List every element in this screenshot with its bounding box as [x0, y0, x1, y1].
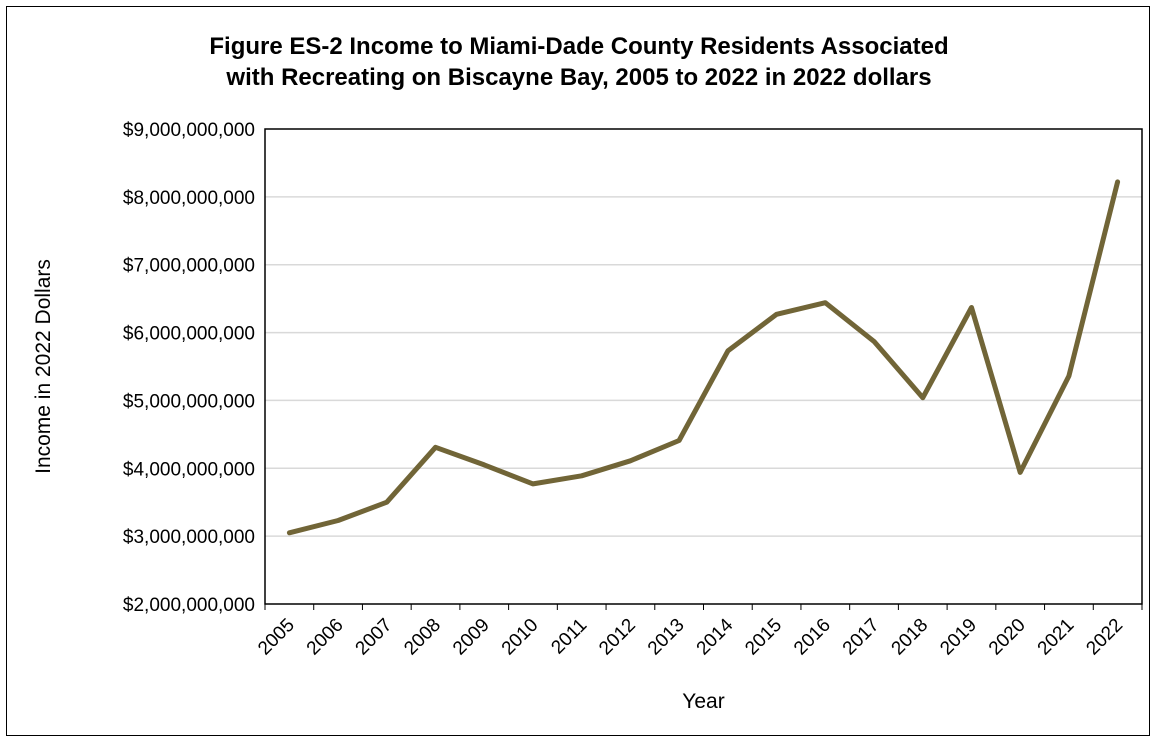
x-tick-label: 2007 — [352, 615, 397, 660]
x-tick-label: 2012 — [595, 615, 640, 660]
chart-frame — [6, 6, 1150, 736]
y-axis-ticks: $2,000,000,000 $3,000,000,000 $4,000,000,0… — [123, 120, 255, 616]
x-tick-label: 2018 — [888, 615, 933, 660]
y-axis-title: Income in 2022 Dollars — [32, 259, 55, 474]
x-tick-label: 2016 — [790, 615, 835, 660]
x-axis-ticks: 2005 2006 2007 2008 2009 2010 2011 2012 2013 2014… — [254, 604, 1143, 660]
y-tick-label: $9,000,000,000 — [123, 120, 255, 141]
x-tick-label: 2017 — [839, 615, 884, 660]
x-tick-label: 2020 — [985, 615, 1030, 660]
y-tick-label: $4,000,000,000 — [123, 459, 255, 480]
y-tick-label: $7,000,000,000 — [123, 256, 255, 277]
plot-area-border — [264, 128, 1143, 605]
x-tick-label: 2022 — [1082, 615, 1127, 660]
x-tick-label: 2005 — [254, 615, 299, 660]
y-tick-label: $5,000,000,000 — [123, 391, 255, 412]
chart-title-line-2: with Recreating on Biscayne Bay, 2005 to… — [226, 64, 932, 91]
gridlines — [265, 196, 1142, 537]
x-tick-label: 2014 — [693, 614, 738, 659]
y-tick-label: $2,000,000,000 — [123, 595, 255, 616]
y-tick-label: $3,000,000,000 — [123, 527, 255, 548]
x-tick-label: 2008 — [400, 615, 445, 660]
x-tick-label: 2015 — [741, 615, 786, 660]
x-tick-label: 2019 — [936, 615, 981, 660]
x-tick-label: 2013 — [644, 615, 689, 660]
x-tick-label: 2010 — [498, 615, 543, 660]
y-tick-label: $8,000,000,000 — [123, 188, 255, 209]
x-tick-label: 2006 — [303, 615, 348, 660]
series-layer — [286, 179, 1121, 536]
x-tick-label: 2011 — [547, 615, 591, 659]
series-line — [286, 179, 1121, 536]
y-tick-label: $6,000,000,000 — [123, 324, 255, 345]
x-tick-label: 2021 — [1034, 615, 1079, 660]
x-tick-label: 2009 — [449, 615, 494, 660]
chart-title-line-1: Figure ES-2 Income to Miami-Dade County … — [209, 33, 949, 60]
x-axis-title: Year — [682, 690, 724, 713]
